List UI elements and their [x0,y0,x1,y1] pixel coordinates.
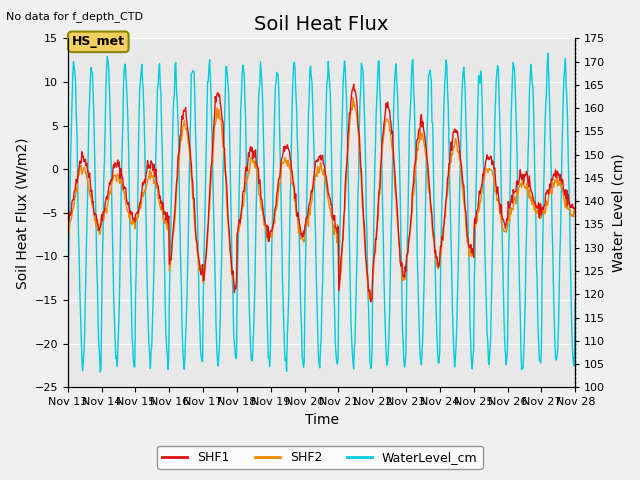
X-axis label: Time: Time [305,413,339,427]
Y-axis label: Soil Heat Flux (W/m2): Soil Heat Flux (W/m2) [15,137,29,288]
Text: No data for f_depth_CTD: No data for f_depth_CTD [6,11,143,22]
Y-axis label: Water Level (cm): Water Level (cm) [611,154,625,272]
Legend: SHF1, SHF2, WaterLevel_cm: SHF1, SHF2, WaterLevel_cm [157,446,483,469]
Title: Soil Heat Flux: Soil Heat Flux [254,15,388,34]
Text: HS_met: HS_met [72,36,125,48]
